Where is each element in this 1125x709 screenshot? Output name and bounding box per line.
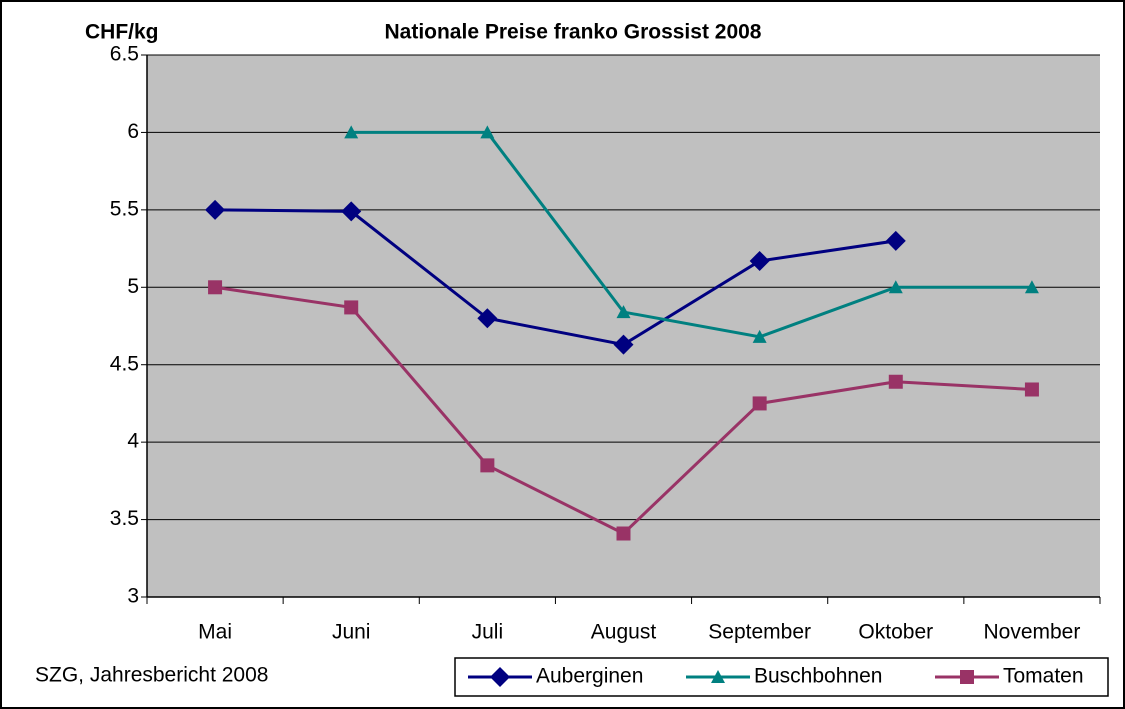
data-point xyxy=(205,199,226,220)
data-point xyxy=(888,374,903,389)
data-point xyxy=(752,396,767,411)
source-note: SZG, Jahresbericht 2008 xyxy=(35,664,268,687)
legend-label: Auberginen xyxy=(536,665,643,688)
x-tick-label: November xyxy=(983,621,1080,644)
data-point xyxy=(344,300,359,315)
y-tick-label: 4 xyxy=(127,430,139,453)
data-point xyxy=(208,280,223,295)
y-tick-label: 3.5 xyxy=(110,507,139,530)
plot-area xyxy=(147,55,1100,597)
y-tick-label: 6.5 xyxy=(110,43,139,66)
data-point xyxy=(1024,382,1039,397)
x-tick-label: Oktober xyxy=(858,621,933,644)
legend-box xyxy=(454,657,1109,697)
x-tick-label: August xyxy=(591,621,657,644)
data-point xyxy=(341,201,362,222)
data-point xyxy=(888,280,903,294)
series-line xyxy=(351,130,1032,339)
y-axis-label: CHF/kg xyxy=(85,21,159,44)
data-point xyxy=(480,458,495,473)
data-point xyxy=(344,125,359,139)
data-point xyxy=(613,334,634,355)
y-tick-label: 5.5 xyxy=(110,197,139,220)
data-point xyxy=(616,526,631,541)
data-point xyxy=(885,230,906,251)
legend-label: Tomaten xyxy=(1003,665,1084,688)
series-line xyxy=(215,208,897,347)
legend-marker xyxy=(711,670,725,683)
data-point xyxy=(616,305,631,319)
y-tick-label: 6 xyxy=(127,120,139,143)
legend-marker xyxy=(490,667,510,687)
data-point xyxy=(477,308,498,329)
y-tick-label: 4.5 xyxy=(110,352,139,375)
x-tick-label: September xyxy=(708,621,811,644)
chart-title: Nationale Preise franko Grossist 2008 xyxy=(384,21,761,44)
y-tick-label: 3 xyxy=(127,585,139,608)
x-tick-label: Juli xyxy=(472,621,504,644)
data-point xyxy=(752,329,767,343)
legend-marker xyxy=(960,670,974,684)
legend-label: Buschbohnen xyxy=(754,665,882,688)
y-tick-label: 5 xyxy=(127,275,139,298)
x-tick-label: Juni xyxy=(332,621,371,644)
data-point xyxy=(749,250,770,271)
x-tick-label: Mai xyxy=(198,621,232,644)
data-point xyxy=(480,125,495,139)
data-point xyxy=(1024,280,1039,294)
